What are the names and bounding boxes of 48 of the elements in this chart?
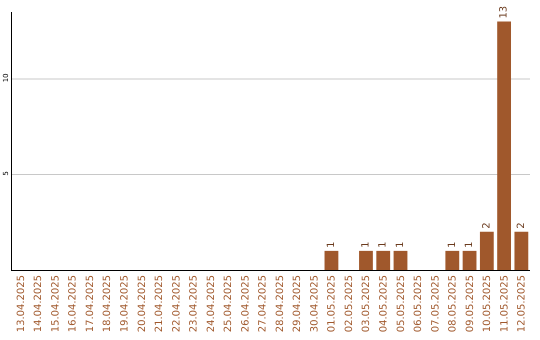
x-tick-label: 14.04.2025: [33, 275, 44, 332]
x-tick-label: 09.05.2025: [464, 275, 476, 332]
data-label: 2: [516, 222, 527, 229]
x-tick-label: 01.05.2025: [326, 275, 338, 332]
bar: [480, 232, 494, 270]
x-tick-label: 11.05.2025: [499, 275, 510, 332]
x-tick-label: 29.04.2025: [292, 275, 304, 332]
x-tick-label: 30.04.2025: [309, 275, 320, 332]
data-label: 1: [378, 242, 389, 248]
data-label: 1: [326, 242, 337, 248]
x-tick-label: 28.04.2025: [274, 275, 286, 332]
data-label: 13: [498, 6, 510, 19]
bar: [324, 250, 338, 270]
bar: [445, 250, 460, 270]
x-tick-label: 07.05.2025: [430, 275, 442, 332]
x-tick-label: 18.04.2025: [102, 275, 114, 332]
x-tick-label: 15.04.2025: [50, 275, 62, 332]
bar: [497, 22, 512, 270]
x-tick-label: 19.04.2025: [119, 275, 130, 332]
x-tick-label: 26.04.2025: [240, 275, 252, 332]
x-tick-label: 13.04.2025: [16, 275, 27, 332]
bar: [359, 250, 373, 270]
x-tick-label: 06.05.2025: [413, 275, 424, 332]
x-tick-label: 12.05.2025: [516, 275, 528, 332]
x-tick-label: 24.04.2025: [206, 275, 217, 332]
data-label: 1: [464, 242, 476, 248]
data-label: 2: [481, 222, 492, 229]
x-tick-label: 20.04.2025: [136, 275, 148, 332]
x-tick-label: 04.05.2025: [378, 275, 390, 332]
x-tick-label: 23.04.2025: [188, 275, 200, 332]
x-tick-label: 17.04.2025: [84, 275, 96, 332]
x-tick-label: 02.05.2025: [344, 275, 355, 332]
x-tick-label: 03.05.2025: [361, 275, 372, 332]
x-tick-label: 10.05.2025: [482, 275, 494, 332]
bar: [462, 250, 476, 270]
x-tick-label: 22.04.2025: [171, 275, 182, 332]
x-tick-label: 08.05.2025: [448, 275, 459, 332]
x-tick-label: 25.04.2025: [223, 275, 234, 332]
data-label: 1: [395, 242, 406, 248]
x-tick-label: 27.04.2025: [258, 275, 269, 332]
bar: [376, 250, 390, 270]
bar: [394, 250, 408, 270]
x-tick-label: 21.04.2025: [154, 275, 166, 332]
data-label: 1: [360, 242, 372, 248]
data-label: 1: [446, 242, 458, 248]
x-tick-label: 05.05.2025: [396, 275, 407, 332]
x-tick-label: 16.04.2025: [68, 275, 79, 332]
bar: [514, 232, 528, 270]
